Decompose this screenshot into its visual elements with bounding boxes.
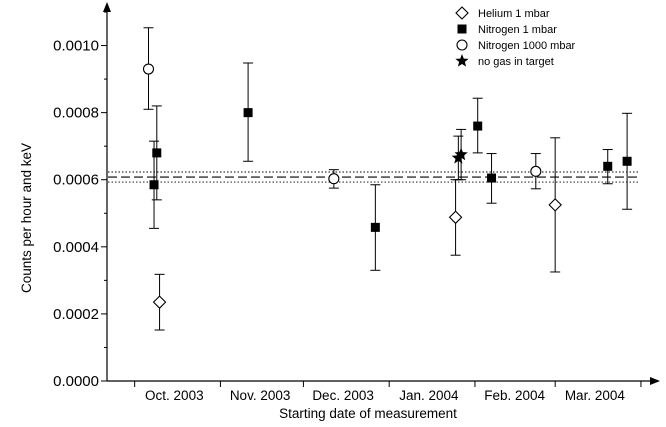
marker-nitrogen-1-mbar — [487, 173, 497, 183]
data-point-nitrogen-1-mbar — [486, 153, 497, 204]
legend-marker-nitrogen-1000-mbar — [456, 39, 468, 51]
data-point-nitrogen-1000-mbar — [142, 27, 155, 110]
data-point-no-gas-in-target — [454, 128, 468, 181]
data-point-nitrogen-1000-mbar — [328, 169, 340, 189]
x-tick-label: Dec. 2003 — [312, 388, 374, 403]
marker-nitrogen-1-mbar — [603, 161, 613, 171]
legend-label-helium-1-mbar: Helium 1 mbar — [478, 8, 550, 20]
x-tick-label: Oct. 2003 — [145, 388, 204, 403]
data-point-nitrogen-1-mbar — [370, 184, 381, 271]
data-point-nitrogen-1-mbar — [151, 105, 162, 201]
x-tick-label: Jan. 2004 — [399, 388, 459, 403]
marker-nitrogen-1000-mbar — [328, 173, 340, 185]
data-point-helium-1-mbar — [448, 179, 463, 256]
data-point-nitrogen-1-mbar — [243, 62, 254, 162]
y-tick-label: 0.0004 — [53, 239, 99, 256]
marker-helium-1-mbar — [152, 295, 167, 309]
marker-nitrogen-1-mbar — [149, 180, 159, 190]
marker-helium-1-mbar — [448, 210, 463, 225]
marker-nitrogen-1000-mbar — [142, 63, 155, 75]
y-tick-label: 0.0002 — [53, 306, 99, 323]
marker-no-gas-in-target — [454, 147, 468, 161]
data-point-nitrogen-1-mbar — [622, 112, 633, 210]
y-tick-label: 0.0006 — [53, 172, 99, 189]
y-tick-label: 0.0008 — [53, 105, 99, 122]
y-axis-arrow — [103, 2, 111, 12]
x-tick-label: Mar. 2004 — [565, 388, 626, 403]
x-tick-label: Feb. 2004 — [484, 388, 545, 403]
marker-nitrogen-1-mbar — [473, 121, 483, 131]
marker-nitrogen-1-mbar — [152, 148, 162, 158]
data-point-nitrogen-1-mbar — [472, 97, 483, 154]
x-axis-arrow — [650, 377, 660, 385]
y-tick-label: 0.0000 — [53, 373, 99, 390]
marker-helium-1-mbar — [548, 198, 562, 212]
y-tick-label: 0.0010 — [53, 38, 99, 55]
legend-marker-no-gas-in-target — [455, 54, 469, 67]
data-point-helium-1-mbar — [548, 137, 562, 273]
x-tick-label: Nov. 2003 — [230, 388, 291, 403]
legend-label-nitrogen-1000-mbar: Nitrogen 1000 mbar — [478, 40, 576, 52]
legend-label-no-gas-in-target: no gas in target — [478, 56, 554, 68]
data-point-nitrogen-1-mbar — [602, 149, 613, 185]
data-point-nitrogen-1000-mbar — [530, 153, 542, 190]
data-markers — [142, 27, 633, 331]
chart-axes: 0.0000 0.0002 0.0004 0.0006 0.0008 0.0010 Oct.… — [53, 2, 660, 403]
marker-nitrogen-1-mbar — [243, 108, 253, 118]
marker-nitrogen-1-mbar — [370, 222, 380, 232]
y-axis-label: Counts per hour and keV — [19, 143, 34, 293]
legend: Helium 1 mbar Nitrogen 1 mbar Nitrogen 100… — [455, 6, 576, 68]
legend-label-nitrogen-1-mbar: Nitrogen 1 mbar — [478, 24, 557, 36]
legend-marker-nitrogen-1-mbar — [457, 24, 467, 34]
x-axis-label: Starting date of measurement — [279, 406, 457, 421]
data-point-helium-1-mbar — [152, 273, 167, 331]
marker-nitrogen-1000-mbar — [530, 165, 542, 177]
legend-marker-helium-1-mbar — [455, 6, 469, 20]
marker-nitrogen-1-mbar — [622, 156, 632, 166]
reference-lines — [108, 171, 640, 183]
